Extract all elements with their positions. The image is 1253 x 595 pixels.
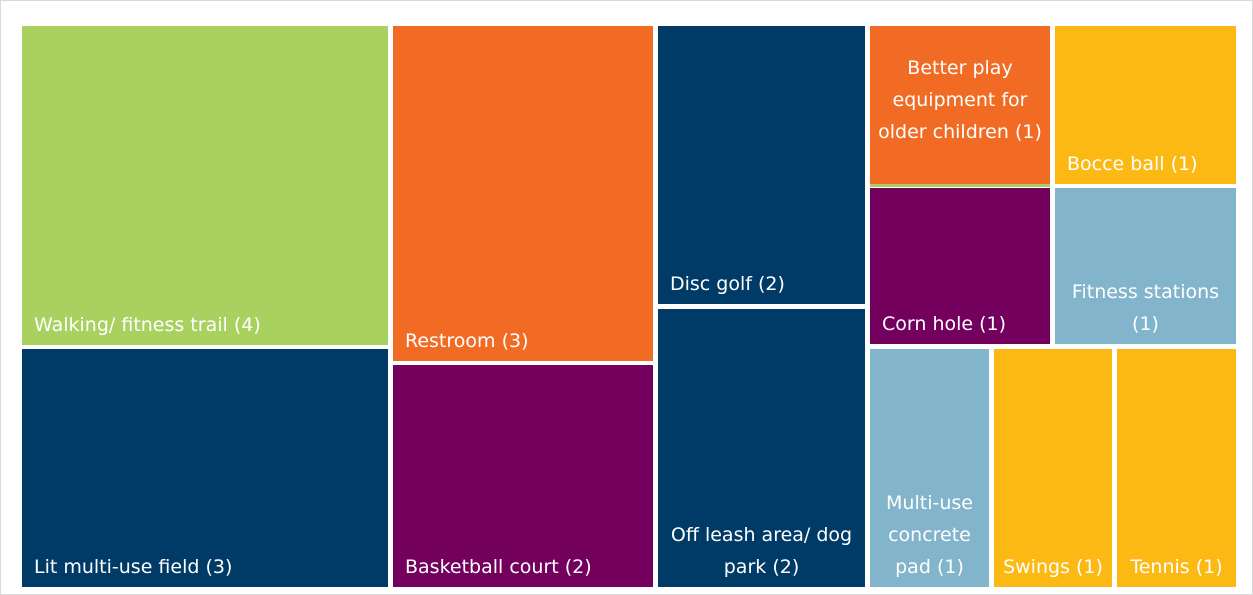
label-box: Basketball court (2) — [393, 365, 653, 587]
label-text: Lit multi-use field (3) — [34, 551, 378, 583]
tile-label: Multi-use concrete pad (1) — [870, 349, 989, 587]
category-label: Basketball court — [405, 556, 559, 578]
tile — [393, 26, 653, 361]
label-text: Walking/ fitness trail (4) — [34, 309, 378, 341]
category-label: Lit multi-use field — [34, 556, 200, 578]
label-text: Corn hole (1) — [882, 308, 1040, 340]
tile-label: Better play equipment for older children… — [870, 26, 1050, 184]
category-label: Multi-use concrete pad — [886, 492, 973, 578]
tile-label: Basketball court (2) — [393, 365, 653, 587]
category-label: Swings — [1003, 556, 1070, 578]
value-label: (1) — [1195, 556, 1223, 578]
label-box: Fitness stations (1) — [1055, 188, 1236, 344]
tile — [994, 349, 1112, 587]
label-text: Disc golf (2) — [670, 268, 855, 300]
label-text: Tennis (1) — [1123, 551, 1230, 583]
value-label: (3) — [501, 330, 529, 352]
label-text: Swings (1) — [1000, 551, 1106, 583]
tile-label: Lit multi-use field (3) — [22, 349, 388, 587]
label-box: Tennis (1) — [1117, 349, 1236, 587]
value-label: (3) — [205, 556, 233, 578]
value-label: (4) — [233, 314, 261, 336]
category-label: Walking/ fitness trail — [34, 314, 228, 336]
label-text: Basketball court (2) — [405, 551, 643, 583]
label-box: Disc golf (2) — [658, 26, 865, 304]
value-label: (2) — [564, 556, 592, 578]
tile-label: Walking/ fitness trail (4) — [22, 26, 388, 345]
label-box: Restroom (3) — [393, 26, 653, 361]
value-label: (1) — [936, 556, 964, 578]
tile-label: Restroom (3) — [393, 26, 653, 361]
tile-label: Off leash area/ dog park (2) — [658, 309, 865, 587]
tile — [870, 349, 989, 587]
label-box: Off leash area/ dog park (2) — [658, 309, 865, 587]
label-box: Bocce ball (1) — [1055, 26, 1236, 184]
value-label: (1) — [1132, 313, 1159, 335]
tile-label: Fitness stations (1) — [1055, 188, 1236, 344]
value-label: (1) — [1170, 153, 1198, 175]
tile-label: Corn hole (1) — [870, 188, 1050, 344]
label-text: Restroom (3) — [405, 325, 643, 357]
label-text: Off leash area/ dog park (2) — [664, 519, 859, 583]
tile — [870, 26, 1050, 184]
tile — [1055, 26, 1236, 184]
category-label: Disc golf — [670, 273, 752, 295]
tile — [22, 349, 388, 587]
label-box: Walking/ fitness trail (4) — [22, 26, 388, 345]
category-label: Off leash area/ dog park — [670, 524, 853, 578]
category-label: Tennis — [1130, 556, 1190, 578]
value-label: (1) — [979, 313, 1007, 335]
label-box: Swings (1) — [994, 349, 1112, 587]
label-text: Fitness stations (1) — [1061, 276, 1230, 340]
category-label: Better play equipment for older children — [878, 57, 1028, 143]
tile-label: Swings (1) — [994, 349, 1112, 587]
tile — [1117, 349, 1236, 587]
tile — [22, 26, 388, 345]
tile — [658, 26, 865, 304]
category-label: Fitness stations — [1071, 281, 1220, 303]
label-box: Multi-use concrete pad (1) — [870, 349, 989, 587]
tile — [1055, 188, 1236, 344]
tile — [393, 365, 653, 587]
value-label: (2) — [758, 273, 785, 295]
value-label: (1) — [1014, 121, 1042, 143]
category-label: Corn hole — [882, 313, 974, 335]
tile — [658, 309, 865, 587]
value-label: (2) — [772, 556, 800, 578]
label-box: Lit multi-use field (3) — [22, 349, 388, 587]
label-text: Bocce ball (1) — [1067, 148, 1226, 180]
tile-label: Bocce ball (1) — [1055, 26, 1236, 184]
divider — [870, 184, 1050, 187]
value-label: (1) — [1076, 556, 1103, 578]
label-text: Multi-use concrete pad (1) — [876, 487, 983, 583]
tile — [870, 188, 1050, 344]
category-label: Bocce ball — [1067, 153, 1165, 175]
label-text: Better play equipment for older children… — [876, 52, 1044, 148]
label-box: Better play equipment for older children… — [870, 26, 1050, 184]
category-label: Restroom — [405, 330, 496, 352]
label-box: Corn hole (1) — [870, 188, 1050, 344]
tile-label: Tennis (1) — [1117, 349, 1236, 587]
tile-label: Disc golf (2) — [658, 26, 865, 304]
